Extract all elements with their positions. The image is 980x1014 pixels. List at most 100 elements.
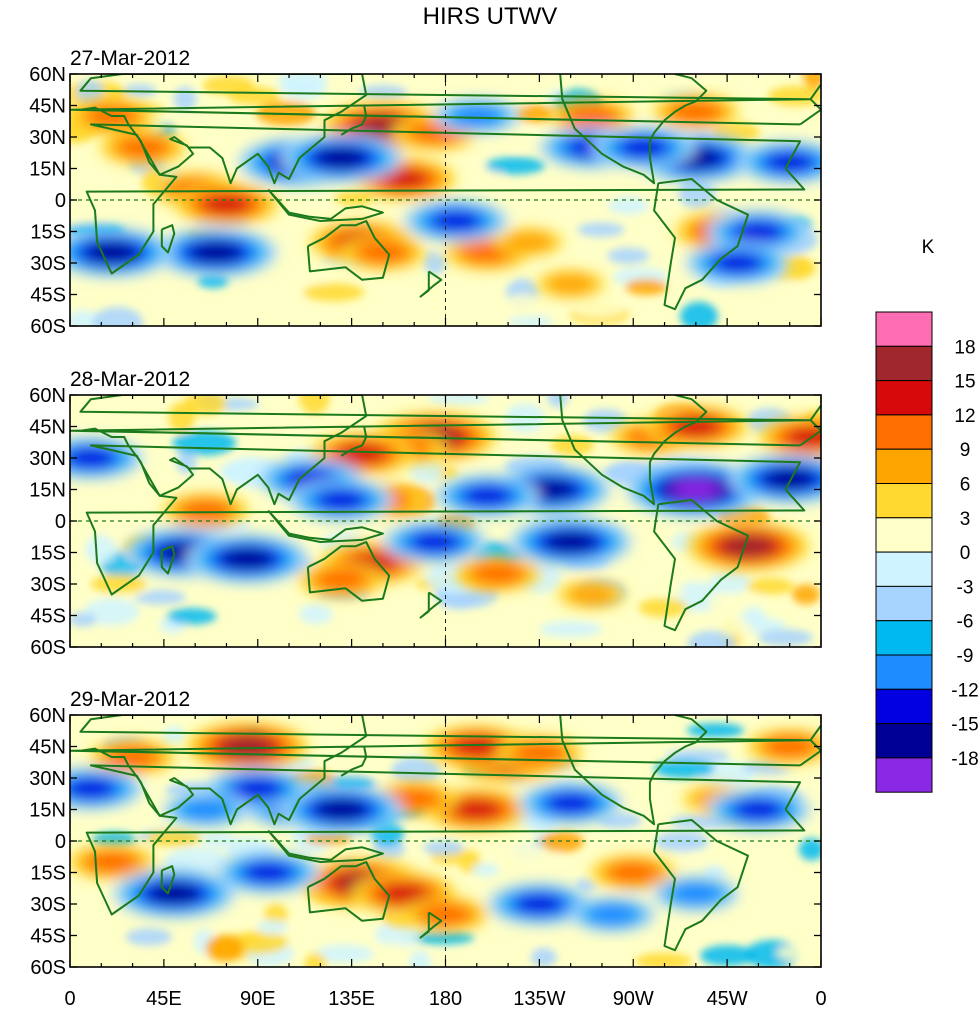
anomaly-region: [180, 500, 231, 521]
x-tick-label: 90E: [240, 988, 276, 1010]
anomaly-region: [389, 788, 440, 810]
coastline: [70, 74, 812, 185]
y-tick-label: 15S: [30, 222, 66, 244]
texture-cell: [408, 950, 432, 967]
y-tick-label: 45N: [29, 737, 66, 759]
anomaly-region: [733, 221, 784, 242]
coastline: [85, 444, 806, 596]
colorbar-level-label: -9: [957, 646, 974, 667]
texture-cell: [717, 618, 752, 636]
texture-cell: [508, 315, 553, 326]
anomaly-region: [378, 883, 429, 904]
texture-cell: [205, 935, 244, 962]
texture-cell: [422, 840, 464, 856]
anomaly-region: [503, 231, 554, 253]
y-tick-label: 60S: [30, 957, 66, 979]
coastline: [559, 74, 708, 185]
texture-cell: [201, 832, 237, 848]
anomaly-region: [86, 851, 137, 873]
colorbar-level-label: 3: [960, 509, 971, 530]
coastline: [306, 220, 391, 281]
texture-cell: [539, 620, 603, 638]
y-tick-label: 30S: [30, 574, 66, 596]
texture-cell: [530, 947, 557, 967]
colorbar-level-label: 18: [954, 337, 975, 358]
colorbar-swatch: [875, 551, 933, 587]
coastline: [653, 819, 749, 952]
texture-cell: [485, 157, 545, 175]
texture-cell: [678, 179, 716, 209]
colorbar-level-label: 15: [954, 372, 975, 393]
texture-cell: [798, 838, 821, 861]
texture-cell: [776, 945, 818, 961]
texture-cell: [335, 190, 374, 206]
anomaly-region: [191, 242, 242, 263]
texture-cell: [700, 945, 756, 967]
coastline: [653, 178, 749, 311]
coastline: [559, 395, 708, 506]
texture-cell: [803, 74, 821, 89]
colorbar-level-label: -6: [957, 612, 974, 633]
texture-cell: [229, 931, 288, 954]
y-tick-label: 15S: [30, 863, 66, 885]
coastline: [70, 715, 812, 826]
y-tick-label: 0: [55, 190, 66, 212]
texture-cell: [577, 222, 625, 238]
texture-cell: [232, 633, 296, 647]
anomaly-region: [222, 548, 273, 570]
coastline: [160, 224, 176, 254]
texture-cell: [183, 395, 227, 416]
texture-cell: [571, 296, 627, 319]
x-tick-label: 90W: [613, 988, 654, 1010]
texture-cell: [92, 306, 143, 326]
coastline: [799, 404, 821, 447]
anomaly-region: [378, 168, 429, 190]
coastline: [306, 861, 391, 922]
colorbar-swatch: [875, 757, 933, 793]
coastline: [160, 865, 176, 895]
coastline: [799, 83, 821, 126]
y-tick-label: 45N: [29, 96, 66, 118]
coastline: [340, 105, 368, 136]
x-tick-label: 45E: [146, 988, 182, 1010]
y-tick-label: 60S: [30, 316, 66, 338]
texture-cell: [70, 612, 97, 627]
coastline: [267, 188, 384, 222]
texture-cell: [471, 863, 500, 877]
anomaly-region: [451, 736, 502, 757]
anomaly-region: [337, 443, 388, 465]
anomaly-region: [712, 252, 763, 274]
anomaly-region: [670, 479, 721, 500]
texture-cell: [582, 409, 628, 433]
y-tick-label: 30S: [30, 253, 66, 275]
anomaly-region: [222, 736, 273, 757]
coastline: [419, 911, 443, 939]
coastline: [70, 395, 812, 506]
y-tick-label: 60N: [29, 64, 66, 86]
texture-cell: [403, 284, 444, 317]
anomaly-region: [180, 799, 231, 820]
y-tick-label: 30N: [29, 127, 66, 149]
colorbar-swatch: [875, 620, 933, 656]
colorbar-level-label: -15: [951, 715, 978, 736]
texture-cell: [526, 187, 550, 205]
texture-cell: [84, 534, 116, 565]
texture-cell: [554, 715, 617, 742]
y-tick-label: 60N: [29, 705, 66, 727]
y-tick-label: 60S: [30, 637, 66, 659]
texture-cell: [164, 847, 228, 876]
anomaly-region: [232, 778, 283, 799]
colorbar-swatch: [875, 380, 933, 416]
texture-cell: [604, 74, 638, 93]
texture-cell: [166, 608, 217, 625]
texture-cell: [202, 75, 255, 95]
texture-cell: [349, 631, 397, 647]
anomaly-region: [545, 273, 596, 295]
texture-cell: [304, 832, 352, 845]
anomaly-region: [514, 742, 565, 764]
colorbar-swatch: [875, 414, 933, 450]
texture-cell: [281, 79, 326, 100]
anomaly-region: [70, 778, 116, 799]
